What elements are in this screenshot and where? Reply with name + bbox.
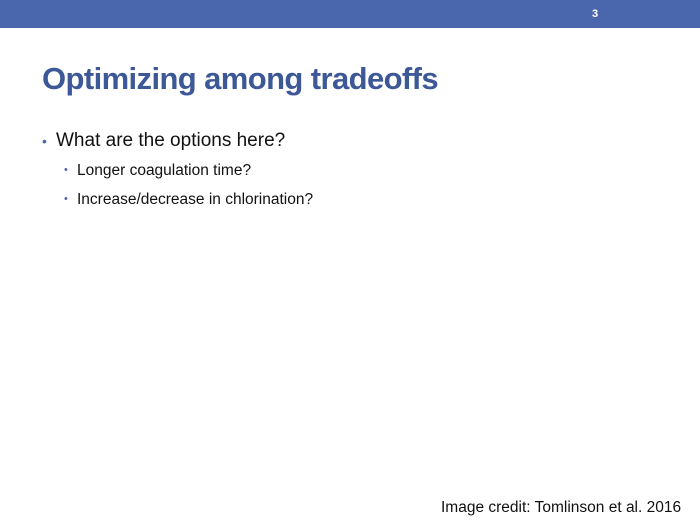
image-credit: Image credit: Tomlinson et al. 2016 — [441, 499, 682, 516]
slide-title: Optimizing among tradeoffs — [42, 61, 439, 96]
slide-number: 3 — [591, 8, 599, 20]
bullet-item-options: • What are the options here? — [40, 126, 660, 156]
sub-bullet-text: Longer coagulation time? — [77, 162, 252, 179]
sub-bullet-coagulation: • Longer coagulation time? — [62, 156, 660, 185]
top-bar: 3 — [0, 0, 700, 28]
bullet-dot-icon: • — [64, 193, 68, 205]
bullet-text: What are the options here? — [56, 130, 286, 151]
bullet-list: • What are the options here? • Longer co… — [40, 126, 660, 214]
bullet-dot-icon: • — [42, 133, 47, 149]
sub-bullet-text: Increase/decrease in chlorination? — [77, 191, 314, 208]
sub-bullet-chlorination: • Increase/decrease in chlorination? — [62, 185, 660, 214]
bullet-dot-icon: • — [64, 164, 68, 176]
